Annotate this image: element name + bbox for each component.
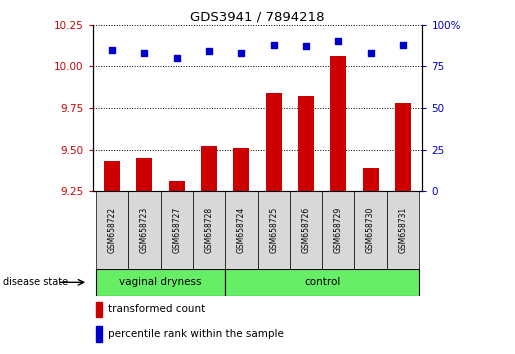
Bar — [193, 191, 225, 269]
Bar — [298, 96, 314, 191]
Text: vaginal dryness: vaginal dryness — [119, 277, 202, 287]
Bar — [290, 191, 322, 269]
Point — [140, 50, 148, 56]
Text: GSM658731: GSM658731 — [399, 207, 407, 253]
Bar — [258, 191, 290, 269]
Text: GSM658726: GSM658726 — [301, 207, 311, 253]
Point — [108, 47, 116, 53]
Text: GSM658725: GSM658725 — [269, 207, 278, 253]
Text: transformed count: transformed count — [108, 304, 205, 314]
Bar — [96, 326, 102, 342]
Bar — [266, 93, 282, 191]
Bar — [96, 191, 128, 269]
Bar — [387, 191, 419, 269]
Bar — [363, 168, 379, 191]
Text: GSM658728: GSM658728 — [204, 207, 214, 253]
Bar — [96, 269, 225, 296]
Bar — [225, 269, 419, 296]
Bar — [330, 56, 347, 191]
Bar — [354, 191, 387, 269]
Point — [399, 42, 407, 47]
Bar — [395, 103, 411, 191]
Point — [302, 44, 310, 49]
Bar — [168, 181, 185, 191]
Point — [237, 50, 246, 56]
Point — [367, 50, 375, 56]
Text: disease state: disease state — [3, 277, 67, 287]
Bar — [136, 158, 152, 191]
Text: GSM658730: GSM658730 — [366, 207, 375, 253]
Bar — [128, 191, 161, 269]
Text: GSM658722: GSM658722 — [108, 207, 116, 253]
Bar — [96, 302, 102, 317]
Text: GSM658723: GSM658723 — [140, 207, 149, 253]
Bar — [225, 191, 258, 269]
Text: GSM658727: GSM658727 — [172, 207, 181, 253]
Point — [269, 42, 278, 47]
Bar — [104, 161, 120, 191]
Point — [334, 39, 342, 44]
Point — [173, 55, 181, 61]
Bar — [322, 191, 354, 269]
Text: GSM658729: GSM658729 — [334, 207, 343, 253]
Title: GDS3941 / 7894218: GDS3941 / 7894218 — [190, 11, 325, 24]
Text: control: control — [304, 277, 340, 287]
Bar — [161, 191, 193, 269]
Text: percentile rank within the sample: percentile rank within the sample — [108, 329, 283, 339]
Bar — [233, 148, 249, 191]
Bar — [201, 146, 217, 191]
Point — [205, 48, 213, 54]
Text: GSM658724: GSM658724 — [237, 207, 246, 253]
